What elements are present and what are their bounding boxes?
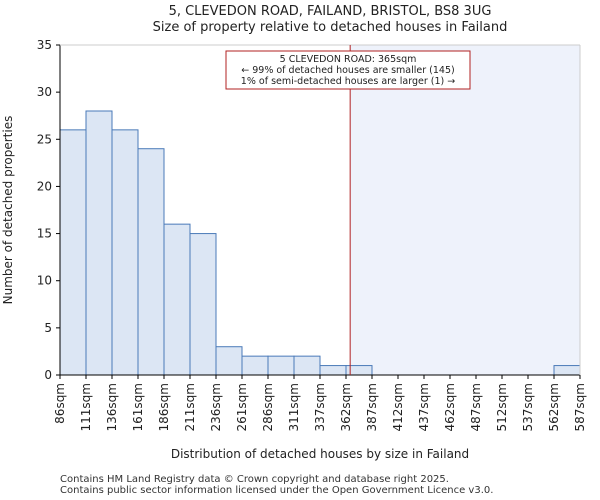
histogram-bar <box>137 148 165 376</box>
y-tick-label: 15 <box>37 227 52 241</box>
x-tick-label: 487sqm <box>469 383 483 431</box>
x-tick-label: 286sqm <box>261 383 275 431</box>
histogram-bar <box>293 355 321 376</box>
histogram-bar <box>111 129 139 376</box>
annotation-line2: ← 99% of detached houses are smaller (14… <box>241 65 454 76</box>
x-axis-label: Distribution of detached houses by size … <box>171 447 469 461</box>
x-tick-label: 86sqm <box>53 383 67 424</box>
x-tick-label: 161sqm <box>131 383 145 431</box>
x-tick-label: 362sqm <box>339 383 353 431</box>
histogram-bar <box>267 355 295 376</box>
histogram-bar <box>59 129 87 376</box>
y-tick-label: 35 <box>37 38 52 52</box>
chart-title-line1: 5, CLEVEDON ROAD, FAILAND, BRISTOL, BS8 … <box>169 4 492 19</box>
y-tick-label: 0 <box>44 368 52 382</box>
annotation-line1: 5 CLEVEDON ROAD: 365sqm <box>280 54 417 65</box>
x-tick-label: 111sqm <box>79 383 93 431</box>
y-tick-label: 20 <box>37 179 52 193</box>
histogram-bar <box>319 365 347 376</box>
x-tick-label: 211sqm <box>183 383 197 431</box>
property-annotation-box <box>225 50 471 90</box>
y-tick-label: 5 <box>44 321 52 335</box>
x-tick-label: 537sqm <box>521 383 535 431</box>
x-tick-label: 462sqm <box>443 383 457 431</box>
x-tick-label: 587sqm <box>573 383 587 431</box>
larger-properties-region <box>350 45 580 375</box>
chart-title-line2: Size of property relative to detached ho… <box>153 20 508 35</box>
footer-licence-line2: Contains public sector information licen… <box>60 485 494 496</box>
histogram-bar <box>553 365 581 376</box>
x-tick-label: 136sqm <box>105 383 119 431</box>
y-axis-label: Number of detached properties <box>1 116 15 305</box>
footer-copyright-line1: Contains HM Land Registry data © Crown c… <box>60 474 449 485</box>
y-tick-label: 10 <box>37 274 52 288</box>
x-tick-label: 562sqm <box>547 383 561 431</box>
x-tick-label: 412sqm <box>391 383 405 431</box>
histogram-bar <box>215 346 243 376</box>
histogram-bar <box>241 355 269 376</box>
x-tick-label: 186sqm <box>157 383 171 431</box>
histogram-bar <box>189 233 217 376</box>
x-tick-label: 512sqm <box>495 383 509 431</box>
histogram-bar <box>163 223 191 376</box>
y-tick-label: 30 <box>37 85 52 99</box>
x-tick-label: 311sqm <box>287 383 301 431</box>
x-tick-label: 437sqm <box>417 383 431 431</box>
histogram-bar <box>85 110 113 376</box>
y-tick-label: 25 <box>37 132 52 146</box>
x-tick-label: 387sqm <box>365 383 379 431</box>
annotation-line3: 1% of semi-detached houses are larger (1… <box>241 76 455 87</box>
x-tick-label: 261sqm <box>235 383 249 431</box>
x-tick-label: 236sqm <box>209 383 223 431</box>
x-tick-label: 337sqm <box>313 383 327 431</box>
